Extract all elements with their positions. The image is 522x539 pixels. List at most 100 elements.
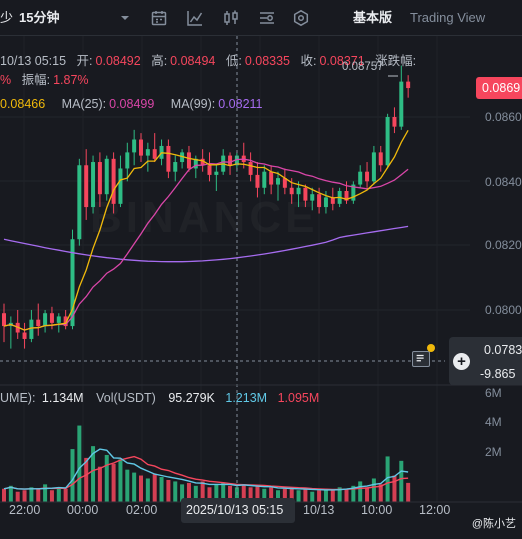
volume-bar	[214, 484, 219, 502]
add-alert-icon[interactable]: +	[453, 353, 470, 370]
amplitude-row: % 振幅: 1.87%	[0, 69, 92, 88]
candle-body	[22, 332, 27, 339]
candle-body	[180, 152, 185, 163]
volume-bar	[200, 481, 205, 502]
candle-type-icon[interactable]	[222, 9, 240, 27]
ohlc-info-row: 10/13 05:15 开: 0.08492 高: 0.08494 低: 0.0833…	[0, 50, 419, 69]
volume-bar	[371, 478, 376, 502]
volume-bar	[365, 487, 370, 502]
high-label: 高:	[151, 54, 168, 68]
candle-body	[173, 162, 178, 172]
chevron-down-icon[interactable]	[116, 9, 134, 27]
candle-body	[63, 316, 68, 327]
volume-bar	[8, 485, 13, 502]
volume-ma-line-2	[3, 448, 409, 491]
volume-bar	[145, 478, 150, 502]
candle-body	[29, 319, 34, 339]
volume-bar	[152, 474, 157, 502]
crosshair-price: 0.0783	[484, 343, 522, 357]
candle-body	[214, 171, 219, 175]
settings-sliders-icon[interactable]	[258, 9, 276, 27]
candle-body	[262, 171, 267, 188]
volume-bar	[2, 488, 6, 502]
volume-bars	[2, 425, 411, 502]
calendar-icon[interactable]	[150, 9, 168, 27]
volume-bar	[378, 484, 383, 502]
binance-watermark: BINANCE	[90, 193, 318, 242]
ma25-value: 0.08499	[109, 97, 155, 111]
candle-body	[392, 117, 397, 127]
candlestick-chart[interactable]: BINANCE	[0, 36, 522, 539]
volume-usdt-label: Vol(USDT)	[96, 391, 156, 405]
volume-label: UME):	[0, 391, 36, 405]
ohlc-time: 10/13 05:15	[0, 54, 67, 68]
volume-bar	[186, 482, 191, 502]
candle-body	[248, 162, 253, 175]
volume-axis-label: 2M	[485, 445, 502, 459]
volume-info-row: UME): 1.134M Vol(USDT) 95.279K 1.213M 1.…	[0, 391, 322, 405]
interval-selector[interactable]: 15分钟	[19, 10, 60, 25]
ma-info-row: 0.08466 MA(25): 0.08499 MA(99): 0.08211	[0, 97, 266, 111]
candle-body	[303, 187, 308, 201]
volume-bar	[228, 485, 233, 502]
volume-bar	[49, 490, 54, 502]
candle-body	[207, 165, 212, 175]
volume-bar	[29, 487, 34, 502]
ma25-label: MA(25):	[61, 97, 107, 111]
volume-bar	[289, 487, 294, 502]
candle-body	[145, 149, 150, 156]
candle-body	[36, 319, 41, 327]
candle-body	[49, 313, 54, 323]
volume-value: 1.134M	[41, 391, 84, 405]
volume-bar	[159, 477, 164, 502]
candle-body	[77, 165, 82, 240]
crosshair-time: 2025/10/13 05:15	[186, 503, 284, 517]
ma7-value: 0.08466	[0, 97, 46, 111]
volume-bar	[36, 488, 41, 502]
order-marker-icon[interactable]	[412, 351, 430, 367]
candle-body	[276, 178, 280, 185]
candle-body	[323, 197, 328, 208]
current-price-tag: 0.0869	[476, 77, 522, 99]
price-axis-label: 0.0840	[485, 175, 522, 189]
volume-bar	[310, 491, 315, 502]
amp-label: 振幅:	[21, 73, 51, 87]
hexagon-settings-icon[interactable]	[292, 9, 310, 27]
mode-basic-tab[interactable]: 基本版	[353, 10, 393, 25]
indicator-icon[interactable]	[186, 9, 204, 27]
candle-body	[186, 152, 191, 169]
candle-body	[371, 152, 376, 182]
candle-body	[70, 239, 75, 327]
candle-body	[193, 158, 198, 169]
candle-body	[310, 194, 315, 201]
candle-body	[344, 190, 349, 201]
time-axis-label: 12:00	[419, 503, 451, 517]
high-marker-label: 0.08757	[342, 61, 384, 73]
time-axis-label: 22:00	[9, 503, 41, 517]
high-value: 0.08494	[170, 54, 216, 68]
volume-bar	[104, 454, 109, 502]
volume-bar	[22, 490, 27, 502]
amp-value: 1.87%	[53, 73, 89, 87]
open-label: 开:	[76, 54, 93, 68]
chart-toolbar: 少 15分钟 基本版 Trading View	[0, 0, 522, 36]
mode-tradingview-tab[interactable]: Trading View	[410, 10, 486, 25]
candle-body	[97, 162, 102, 195]
volume-bar	[406, 482, 411, 502]
crosshair-change: -9.865	[480, 367, 516, 381]
volume-bar	[262, 488, 267, 502]
candle-body	[255, 174, 260, 188]
volume-bar	[330, 490, 335, 502]
volume-bar	[111, 463, 116, 502]
candle-body	[139, 139, 143, 156]
volume-bar	[166, 479, 171, 502]
candle-body	[365, 171, 370, 182]
pct-fragment: %	[0, 73, 12, 87]
time-axis-label: 00:00	[67, 503, 99, 517]
time-axis-label: 10/13	[303, 503, 335, 517]
candle-body	[269, 171, 274, 185]
volume-bar	[77, 425, 82, 502]
candle-body	[406, 81, 411, 89]
volume-bar	[282, 488, 287, 502]
volume-bar	[193, 485, 198, 502]
